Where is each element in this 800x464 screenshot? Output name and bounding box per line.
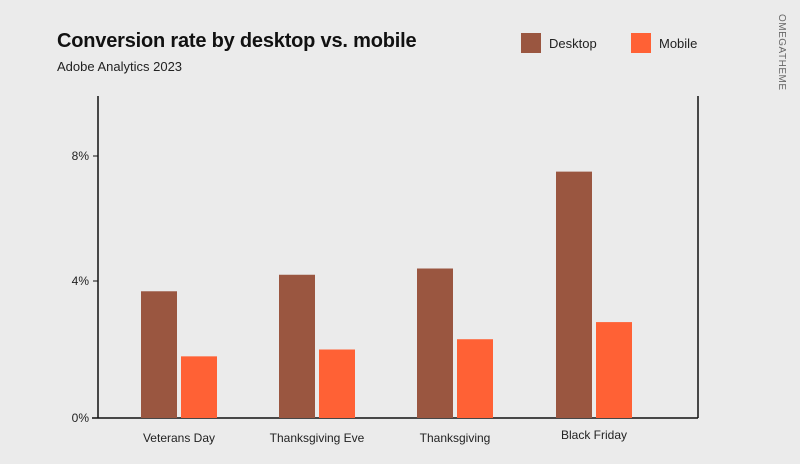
legend-item-desktop: Desktop (521, 33, 597, 53)
bar-mobile (457, 339, 493, 418)
x-tick-label: Thanksgiving Eve (270, 431, 365, 445)
bar-mobile (319, 349, 355, 418)
y-tick-label: 8% (72, 149, 90, 163)
bar-desktop (141, 291, 177, 418)
legend-swatch-desktop (521, 33, 541, 53)
y-tick-label: 4% (72, 274, 90, 288)
bar-desktop (417, 268, 453, 418)
y-tick-label: 0% (72, 411, 90, 425)
watermark-logo: OMEGATHEME (776, 14, 787, 91)
legend-swatch-mobile (631, 33, 651, 53)
bar-mobile (596, 322, 632, 418)
x-tick-label: Veterans Day (143, 431, 215, 445)
bar-mobile (181, 356, 217, 418)
chart-title: Conversion rate by desktop vs. mobile (57, 30, 417, 52)
x-tick-label: Thanksgiving (420, 431, 491, 445)
chart-subtitle: Adobe Analytics 2023 (57, 59, 183, 74)
bar-desktop (556, 171, 592, 418)
bar-desktop (279, 274, 315, 418)
x-tick-label: Black Friday (561, 428, 627, 442)
legend-item-mobile: Mobile (631, 33, 697, 53)
legend-label-desktop: Desktop (549, 35, 597, 51)
legend-label-mobile: Mobile (659, 35, 698, 51)
